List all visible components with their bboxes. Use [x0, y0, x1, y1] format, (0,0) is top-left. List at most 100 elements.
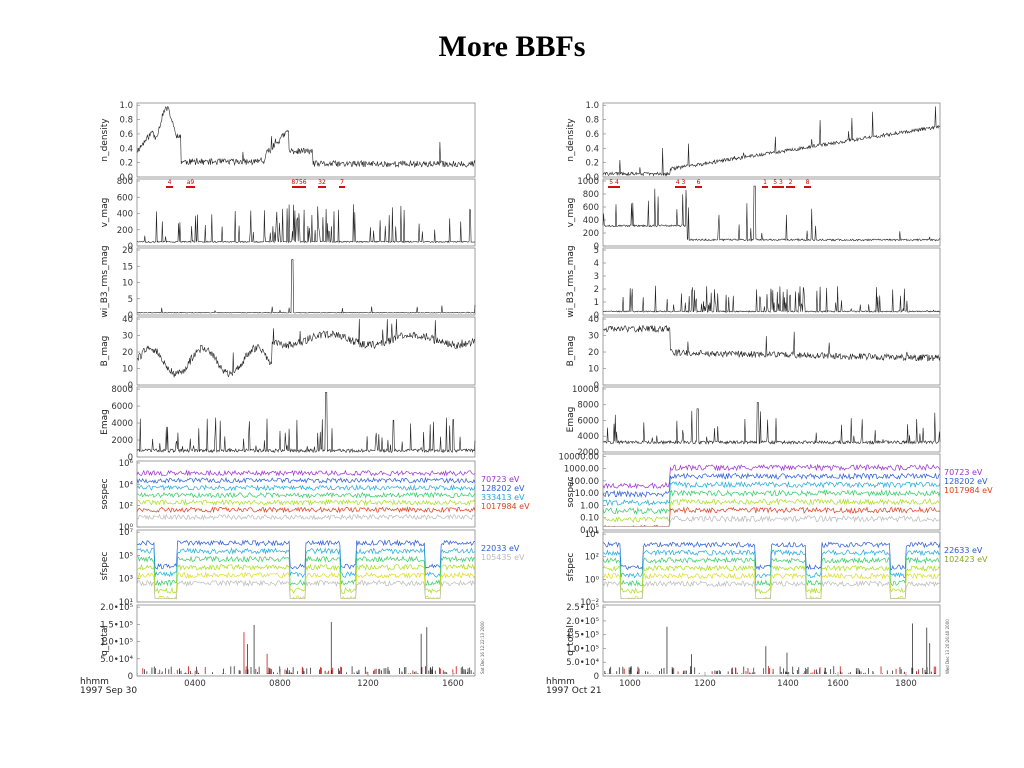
series-line [136, 106, 476, 168]
y-axis-label: sfspec [100, 552, 110, 581]
spectrum-line [602, 463, 941, 490]
y-tick-label: 0.4 [585, 144, 599, 154]
y-tick-label: 30 [588, 332, 599, 342]
y-axis-label: n_density [566, 118, 576, 162]
y-axis-label: wi_B3_rms_mag [100, 245, 110, 317]
y-tick-label: 5.0•10⁴ [566, 658, 599, 668]
legend-label: 333413 eV [481, 493, 525, 502]
y-tick-label: 2.5•10⁵ [566, 603, 599, 613]
legend-label: 105435 eV [481, 553, 525, 562]
y-tick-label: 5 [128, 295, 133, 305]
y-tick-label: 1000.00 [564, 465, 599, 475]
y-tick-label: 5 [594, 246, 599, 256]
y-tick-label: 15 [122, 262, 133, 272]
y-tick-label: 0.0 [119, 173, 133, 183]
panel-wi_B3_rms_mag: 0 1 2 3 4 5 wi_B3_rms_mag [566, 245, 941, 321]
y-tick-label: 1.0•10⁵ [566, 644, 599, 654]
y-tick-label: 0.4 [119, 144, 133, 154]
y-tick-label: 0 [594, 242, 599, 252]
y-tick-label: 10² [119, 502, 133, 512]
event-label: 6 [697, 179, 701, 186]
panel-frame [136, 102, 476, 178]
y-tick-label: 5.0•10⁴ [100, 655, 133, 665]
x-tick-label: 1600 [827, 679, 849, 689]
spectrum-line [137, 539, 476, 570]
y-tick-label: 200 [117, 226, 133, 236]
spectrum-line [602, 564, 941, 595]
panel-wi_B3_rms_mag: 0 5 10 15 20 wi_B3_rms_mag [100, 245, 476, 321]
spectrum-line [136, 484, 476, 492]
y-tick-label: 10000 [572, 385, 599, 395]
y-tick-label: 1.0 [119, 101, 133, 111]
spectrum-line [136, 498, 476, 507]
spectrum-line [602, 556, 941, 587]
y-tick-label: 1.0•10⁵ [100, 638, 133, 648]
y-tick-label: 20 [122, 246, 133, 256]
event-label: 4 3 [676, 179, 686, 186]
side-note: Wed Dec 13 20:26:40 2000 [945, 619, 950, 674]
y-tick-label: 6000 [577, 416, 599, 426]
event-label: 7 [340, 179, 344, 186]
y-tick-label: 10¹ [119, 598, 133, 608]
panel-frame [136, 247, 476, 316]
spectrum-line [602, 549, 941, 579]
legend-label: 128202 eV [481, 484, 525, 493]
spectrum-line [136, 579, 476, 600]
y-tick-label: 600 [583, 203, 599, 213]
figure-left: 0.00.20.40.60.81.0n_density0200400600800… [80, 101, 530, 696]
date-label: 1997 Sep 30 [80, 686, 137, 696]
panel-frame [602, 316, 941, 386]
legend-label: 70723 eV [481, 475, 520, 484]
y-tick-label: 0.0 [585, 173, 599, 183]
series-line [602, 185, 941, 242]
y-tick-label: 10² [585, 553, 599, 563]
y-tick-label: 600 [117, 193, 133, 203]
y-tick-label: 400 [583, 216, 599, 226]
x-tick-label: 0400 [184, 679, 206, 689]
y-tick-label: 800 [117, 177, 133, 187]
panel-frame [136, 316, 476, 386]
spectrum-line [136, 476, 476, 484]
x-tick-label: 1000 [619, 679, 641, 689]
spectrum-line [136, 513, 476, 521]
panel-B_mag: 0 10 20 30 40 B_mag [566, 315, 941, 391]
x-tick-label: 1800 [895, 679, 917, 689]
y-tick-label: 0 [128, 242, 133, 252]
y-tick-label: 2000 [111, 436, 133, 446]
y-tick-label: 200 [583, 229, 599, 239]
y-axis-label: Emag [566, 407, 576, 433]
panel-B_mag: 0 10 20 30 40 B_mag [100, 315, 476, 391]
y-tick-label: 30 [122, 332, 133, 342]
x-tick-label: 1400 [777, 679, 799, 689]
y-tick-label: 0.2 [585, 159, 599, 169]
y-axis-label: sospec [566, 476, 576, 507]
spectrum-line [136, 506, 476, 514]
y-tick-label: 0.6 [119, 130, 133, 140]
y-tick-label: 800 [583, 190, 599, 200]
y-axis-label: v_mag [566, 198, 576, 228]
legend-label: 102423 eV [944, 555, 988, 564]
panel-n_density: 0.0 0.2 0.4 0.6 0.8 1.0 n_density [566, 101, 941, 183]
y-tick-label: 1.00 [580, 501, 599, 511]
y-tick-label: 3 [594, 272, 599, 282]
y-tick-label: 4000 [111, 419, 133, 429]
y-tick-label: 10⁵ [119, 551, 133, 561]
series-line [602, 106, 941, 177]
y-axis-label: wi_B3_rms_mag [566, 245, 576, 317]
legend-label: 1017984 eV [944, 486, 993, 495]
panel-frame [602, 178, 941, 247]
y-tick-label: 10 [122, 365, 133, 375]
panel-v_mag: 0 200 400 600 800 v_mag [100, 177, 476, 252]
y-tick-label: 10⁴ [585, 530, 600, 540]
y-tick-label: 20 [122, 348, 133, 358]
y-tick-label: 10 [588, 365, 599, 375]
series-line [136, 392, 476, 454]
y-tick-label: 10⁶ [119, 459, 134, 469]
panel-q_total: 0 5.0•10⁴ 1.0•10⁵ 1.5•10⁵ 2.0•10⁵ 2.5•10⁵ q_to… [566, 603, 941, 682]
y-tick-label: 10000.00 [558, 452, 599, 462]
series-line [603, 324, 941, 362]
